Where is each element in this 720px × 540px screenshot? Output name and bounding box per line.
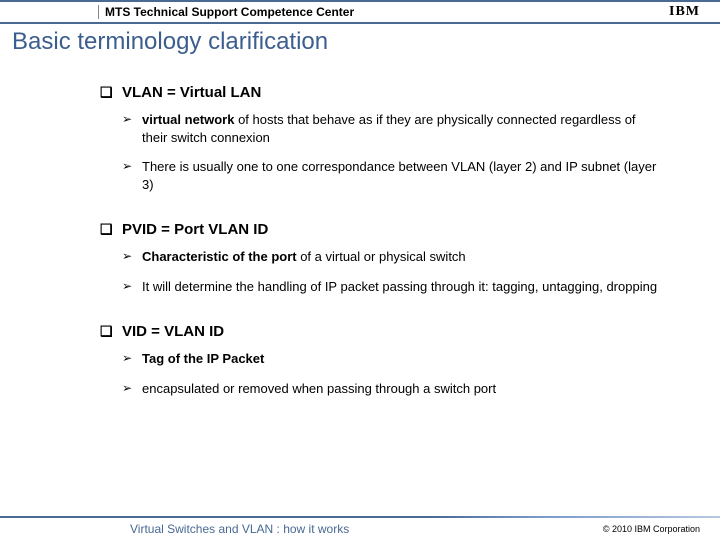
bullet-rest: It will determine the handling of IP pac… [142, 279, 657, 294]
bullet-bold: Characteristic of the port [142, 249, 297, 264]
bullet-item: There is usually one to one correspondan… [122, 158, 660, 193]
bullet-bold: Tag of the IP Packet [142, 351, 264, 366]
bullet-item: encapsulated or removed when passing thr… [122, 380, 660, 398]
bullet-rest: encapsulated or removed when passing thr… [142, 381, 496, 396]
header-left: MTS Technical Support Competence Center [0, 5, 354, 19]
bullet-item: Characteristic of the port of a virtual … [122, 248, 660, 266]
section-title: VLAN = Virtual LAN [100, 84, 660, 101]
footer-copyright: © 2010 IBM Corporation [603, 524, 700, 534]
section-vid: VID = VLAN ID Tag of the IP Packet encap… [100, 323, 660, 397]
header-bar: MTS Technical Support Competence Center … [0, 0, 720, 24]
section-title: PVID = Port VLAN ID [100, 221, 660, 238]
footer: Virtual Switches and VLAN : how it works… [0, 518, 720, 540]
bullet-item: It will determine the handling of IP pac… [122, 278, 660, 296]
content-area: VLAN = Virtual LAN virtual network of ho… [0, 56, 720, 397]
bullet-item: virtual network of hosts that behave as … [122, 111, 660, 146]
section-vlan: VLAN = Virtual LAN virtual network of ho… [100, 84, 660, 193]
footer-left-text: Virtual Switches and VLAN : how it works [130, 522, 349, 536]
bullet-bold: virtual network [142, 112, 234, 127]
bullet-rest: There is usually one to one correspondan… [142, 159, 656, 192]
section-pvid: PVID = Port VLAN ID Characteristic of th… [100, 221, 660, 295]
header-divider [98, 5, 99, 19]
bullet-item: Tag of the IP Packet [122, 350, 660, 368]
section-title: VID = VLAN ID [100, 323, 660, 340]
bullet-rest: of a virtual or physical switch [297, 249, 466, 264]
header-title: MTS Technical Support Competence Center [105, 5, 354, 19]
slide-title: Basic terminology clarification [0, 24, 720, 56]
ibm-logo: IBM [669, 4, 700, 20]
